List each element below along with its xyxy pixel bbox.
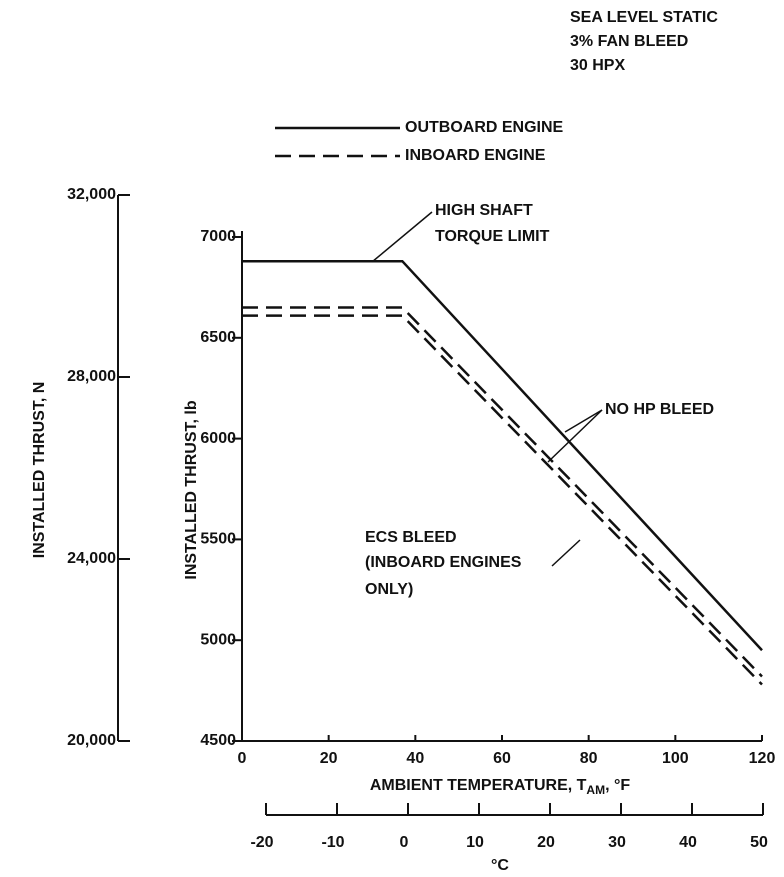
y2-axis-label: INSTALLED THRUST, N <box>31 382 48 559</box>
annotation: (INBOARD ENGINES <box>365 554 522 571</box>
y2-tick-label: 32,000 <box>67 186 116 203</box>
leader <box>371 211 433 263</box>
x-tick-label: 120 <box>749 750 776 767</box>
leader <box>551 539 581 567</box>
y2-tick-label: 20,000 <box>67 732 116 749</box>
y-axis-label: INSTALLED THRUST, lb <box>183 400 200 579</box>
annotation: TORQUE LIMIT <box>435 228 550 245</box>
x2-tick-label: 10 <box>466 834 484 851</box>
y-tick-label: 5500 <box>200 531 236 548</box>
annotation: ONLY) <box>365 581 413 598</box>
x2-axis-label: °C <box>491 857 509 874</box>
x-tick-label: 60 <box>493 750 511 767</box>
x-label-tail: , °F <box>605 777 630 794</box>
x-label-sub: AM <box>586 783 605 797</box>
x2-tick-label: 20 <box>537 834 555 851</box>
y2-tick-label: 28,000 <box>67 368 116 385</box>
annotation: HIGH SHAFT <box>435 202 533 219</box>
x2-tick-label: 30 <box>608 834 626 851</box>
x-label-text: AMBIENT TEMPERATURE, T <box>370 777 587 794</box>
note: 3% FAN BLEED <box>570 33 688 50</box>
legend-label: INBOARD ENGINE <box>405 147 546 164</box>
x-tick-label: 40 <box>406 750 424 767</box>
series-line <box>242 314 763 686</box>
leader <box>547 409 603 463</box>
annotation: NO HP BLEED <box>605 401 714 418</box>
series-line <box>242 259 763 652</box>
x-tick-label: 0 <box>238 750 247 767</box>
x2-tick-label: 0 <box>400 834 409 851</box>
leader <box>564 409 603 433</box>
x-tick-label: 80 <box>580 750 598 767</box>
y-tick-label: 4500 <box>200 732 236 749</box>
note: SEA LEVEL STATIC <box>570 9 718 26</box>
x2-tick-label: -20 <box>250 834 273 851</box>
series-line <box>242 306 763 678</box>
x-axis-label: AMBIENT TEMPERATURE, TAM, °F <box>370 777 631 797</box>
y-tick-label: 7000 <box>200 228 236 245</box>
x2-tick-label: -10 <box>321 834 344 851</box>
y-tick-label: 6000 <box>200 430 236 447</box>
annotation: ECS BLEED <box>365 529 457 546</box>
note: 30 HPX <box>570 57 625 74</box>
x2-tick-label: 50 <box>750 834 768 851</box>
x-tick-label: 20 <box>320 750 338 767</box>
y-tick-label: 5000 <box>200 631 236 648</box>
legend-label: OUTBOARD ENGINE <box>405 119 564 136</box>
x2-tick-label: 40 <box>679 834 697 851</box>
x-tick-label: 100 <box>662 750 689 767</box>
y2-tick-label: 24,000 <box>67 550 116 567</box>
y-tick-label: 6500 <box>200 329 236 346</box>
